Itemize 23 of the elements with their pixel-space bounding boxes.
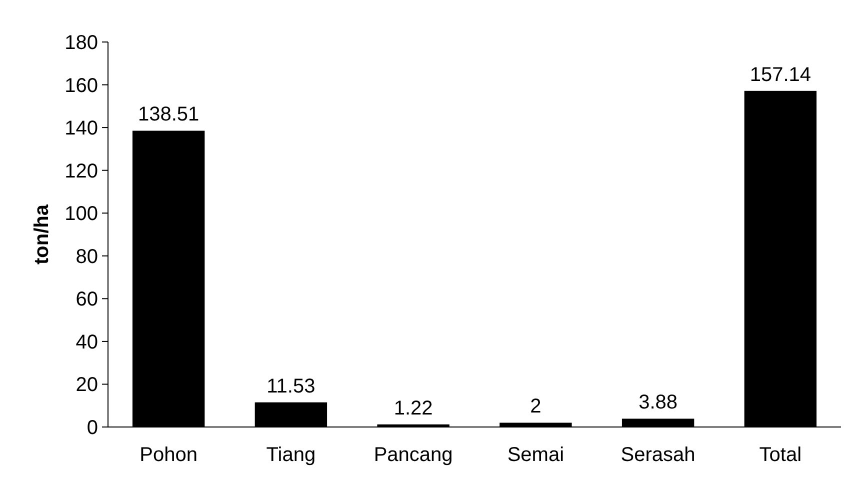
x-tick-label: Semai bbox=[507, 444, 564, 466]
y-tick-label: 100 bbox=[64, 203, 98, 226]
x-tick-label: Pancang bbox=[374, 444, 453, 466]
data-label: 2 bbox=[530, 396, 542, 418]
y-tick-label: 0 bbox=[86, 417, 98, 439]
y-tick-label: 20 bbox=[76, 374, 98, 396]
data-label: 138.51 bbox=[138, 104, 200, 126]
data-label: 11.53 bbox=[266, 375, 316, 398]
x-tick-label: Tiang bbox=[266, 444, 316, 466]
y-tick-label: 120 bbox=[64, 160, 98, 182]
y-tick-label: 40 bbox=[76, 331, 98, 354]
x-tick-label: Serasah bbox=[620, 444, 696, 466]
y-tick-label: 80 bbox=[76, 246, 98, 268]
y-axis-title: ton/ha bbox=[31, 204, 53, 264]
data-label: 157.14 bbox=[750, 64, 812, 86]
y-tick-label: 60 bbox=[76, 288, 98, 311]
data-label: 1.22 bbox=[394, 397, 433, 420]
x-tick-label: Pohon bbox=[140, 444, 198, 466]
y-tick-label: 180 bbox=[64, 32, 98, 54]
y-tick-label: 160 bbox=[64, 74, 98, 97]
x-tick-label: Total bbox=[759, 444, 802, 466]
y-tick-label: 140 bbox=[64, 118, 98, 140]
data-label: 3.88 bbox=[638, 392, 678, 414]
